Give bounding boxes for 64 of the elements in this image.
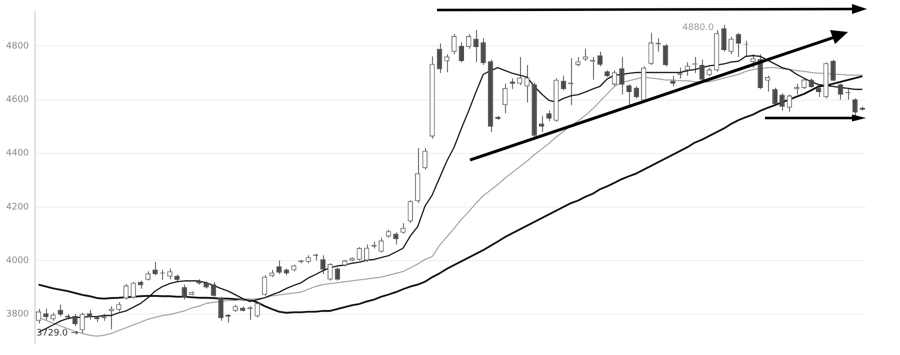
candlestick — [43, 308, 48, 321]
candlestick — [436, 43, 442, 74]
candlestick — [517, 56, 522, 86]
candlestick — [538, 115, 544, 132]
candlestick — [152, 261, 158, 276]
candlestick — [546, 110, 552, 122]
candlestick — [808, 78, 814, 88]
candlestick — [167, 268, 172, 280]
candlestick — [736, 32, 742, 58]
candlestick — [320, 254, 326, 274]
candlestick — [473, 30, 479, 63]
candlestick — [466, 34, 472, 50]
y-tick-label: 4400 — [6, 148, 30, 159]
candlestick — [130, 281, 136, 300]
candlestick — [422, 148, 428, 170]
candlestick — [721, 24, 726, 52]
candlestick — [838, 83, 844, 100]
candlestick — [393, 232, 398, 245]
annotation: 4880.0 — [682, 23, 714, 34]
candlestick — [334, 266, 340, 282]
candlestick — [458, 42, 464, 63]
candlestick — [575, 56, 581, 67]
candlestick — [364, 244, 370, 262]
candlestick — [72, 314, 78, 327]
candlestick — [524, 64, 530, 103]
y-tick-label: 4600 — [6, 95, 30, 106]
candlestick — [276, 260, 282, 274]
candlestick — [262, 274, 268, 296]
candlestick — [378, 237, 384, 254]
candlestick — [764, 75, 770, 92]
candlestick — [662, 44, 668, 67]
candlestick — [502, 83, 508, 114]
candlestick — [218, 296, 224, 322]
candlestick — [786, 94, 792, 112]
y-tick-label: 4800 — [6, 42, 30, 52]
candlestick — [116, 302, 122, 312]
candlestick — [210, 281, 216, 298]
candlestick — [852, 98, 858, 116]
candlestick — [145, 270, 151, 282]
annotation: 3729.0 → — [36, 328, 79, 338]
candlestick — [728, 36, 734, 55]
candlestick — [772, 87, 778, 106]
candlestick — [80, 312, 85, 334]
candlestick — [328, 262, 333, 282]
candlestick — [356, 246, 362, 262]
candlestick — [648, 32, 654, 66]
candlestick — [182, 284, 187, 300]
candlestick — [582, 48, 588, 62]
candlestick — [830, 59, 836, 82]
y-tick-label: 3800 — [6, 309, 30, 320]
candlestick — [619, 56, 624, 95]
candlestick — [123, 284, 129, 300]
candlestick — [780, 92, 785, 112]
candlestick — [444, 54, 450, 73]
y-tick-label: 4200 — [6, 202, 30, 212]
candlestick — [699, 59, 705, 82]
candlestick — [451, 34, 457, 55]
candlestick — [684, 62, 690, 76]
candlestick — [634, 86, 639, 99]
candlestick — [612, 70, 618, 87]
candlestick — [408, 200, 413, 224]
candlestick — [36, 308, 42, 324]
y-tick-label: 4000 — [6, 256, 30, 266]
candlestick — [480, 38, 486, 66]
